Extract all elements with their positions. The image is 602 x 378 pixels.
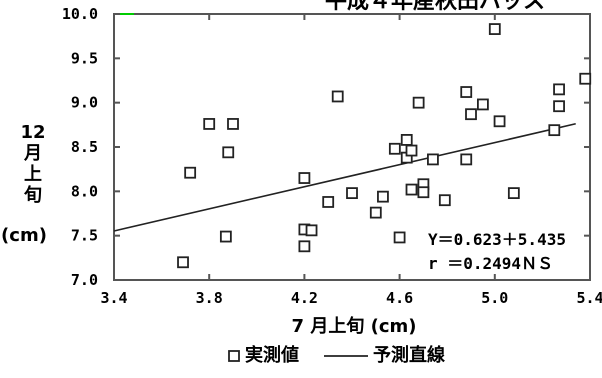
y-tick-label: 9.5 <box>71 49 98 67</box>
annotation-layer: Y＝0.623＋5.435 r ＝0.2494ＮＳ <box>428 230 566 273</box>
x-tick-label: 4.6 <box>386 289 413 307</box>
data-point-square <box>476 98 489 111</box>
data-point-square <box>298 240 311 253</box>
data-point-square <box>417 186 430 199</box>
data-point-square <box>427 153 439 166</box>
series-layer <box>113 23 592 269</box>
data-point-square <box>298 172 311 184</box>
data-point-square <box>438 194 451 207</box>
data-point-square <box>400 134 413 146</box>
y-tick-label: 8.0 <box>71 182 98 200</box>
x-tick-label: 5.0 <box>481 289 508 307</box>
prediction-line <box>113 122 576 232</box>
correlation-annotation: r ＝0.2494ＮＳ <box>428 254 553 273</box>
data-point-square <box>203 118 216 130</box>
tick-layer: 3.4 3.8 4.2 4.6 5.0 5.4 7.0 7.5 8.0 8.5 9.0 9.5 10.0 <box>62 5 602 307</box>
data-point-square <box>488 23 501 35</box>
x-axis-label: 7 月上旬 (cm) <box>292 315 417 337</box>
y-axis-unit: (cm) <box>1 225 47 246</box>
y-tick-label: 7.5 <box>71 227 98 245</box>
y-axis-label-line: 12 <box>20 122 45 143</box>
data-point-square <box>393 231 406 244</box>
y-tick-label: 7.0 <box>71 271 98 289</box>
x-tick-label: 5.4 <box>576 289 602 307</box>
y-tick-label: 8.5 <box>71 138 98 156</box>
y-tick-label: 9.0 <box>71 94 98 112</box>
data-point-square <box>346 187 358 200</box>
x-tick-label: 3.8 <box>196 289 223 307</box>
data-point-square <box>227 118 239 130</box>
legend-square-marker <box>228 350 240 362</box>
legend-layer: 実測値 予測直線 <box>228 344 445 366</box>
y-axis-label-line: 上 <box>24 164 42 185</box>
data-point-square <box>377 190 389 203</box>
legend-prediction-label: 予測直線 <box>373 344 445 366</box>
y-tick-label: 10.0 <box>62 5 98 23</box>
data-point-square <box>579 72 592 85</box>
data-point-square <box>460 153 473 166</box>
data-point-square <box>507 187 520 200</box>
data-point-square <box>553 83 565 96</box>
data-point-square <box>465 108 477 121</box>
chart-title: 平成４年産秋田バッス <box>325 0 545 14</box>
data-point-square <box>553 100 565 113</box>
data-point-square <box>222 146 235 159</box>
data-point-square <box>305 224 318 237</box>
data-point-square <box>412 96 425 109</box>
x-tick-label: 4.2 <box>291 289 318 307</box>
data-point-square <box>405 183 418 196</box>
regression-equation: Y＝0.623＋5.435 <box>428 230 566 249</box>
y-axis-label-line: 旬 <box>23 184 42 206</box>
data-point-square <box>369 206 382 219</box>
data-point-square <box>388 142 401 155</box>
data-point-square <box>177 256 189 269</box>
data-point-square <box>184 166 197 179</box>
data-point-square <box>460 86 473 98</box>
x-tick-label: 3.4 <box>100 289 127 307</box>
data-point-square <box>493 115 506 128</box>
data-point-square <box>405 144 418 157</box>
data-point-square <box>219 230 232 243</box>
legend-measured-label: 実測値 <box>245 344 299 366</box>
data-point-square <box>331 90 344 103</box>
data-point-square <box>548 124 561 137</box>
y-axis-label-line: 月 <box>23 143 42 164</box>
data-point-square <box>322 196 335 208</box>
